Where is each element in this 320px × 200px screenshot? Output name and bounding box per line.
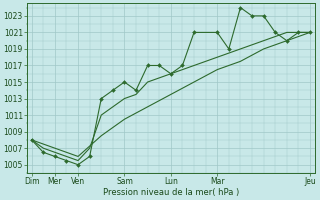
X-axis label: Pression niveau de la mer( hPa ): Pression niveau de la mer( hPa ) xyxy=(103,188,239,197)
